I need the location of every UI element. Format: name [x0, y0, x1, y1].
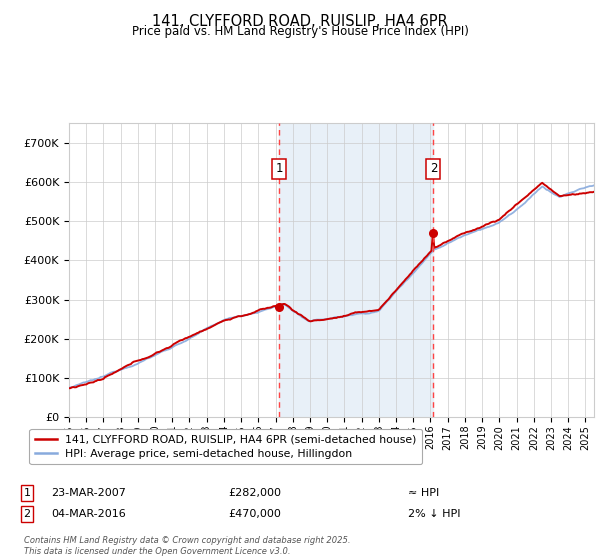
Text: 2: 2	[430, 162, 437, 175]
Text: £282,000: £282,000	[228, 488, 281, 498]
Text: 2: 2	[23, 509, 31, 519]
Bar	[280, 123, 433, 417]
Legend: 141, CLYFFORD ROAD, RUISLIP, HA4 6PR (semi-detached house), HPI: Average price, : 141, CLYFFORD ROAD, RUISLIP, HA4 6PR (se…	[29, 429, 422, 464]
Text: Contains HM Land Registry data © Crown copyright and database right 2025.
This d: Contains HM Land Registry data © Crown c…	[24, 536, 350, 556]
Text: 2% ↓ HPI: 2% ↓ HPI	[408, 509, 461, 519]
Text: ≈ HPI: ≈ HPI	[408, 488, 439, 498]
Text: £470,000: £470,000	[228, 509, 281, 519]
Text: Price paid vs. HM Land Registry's House Price Index (HPI): Price paid vs. HM Land Registry's House …	[131, 25, 469, 38]
Text: 1: 1	[275, 162, 283, 175]
Text: 04-MAR-2016: 04-MAR-2016	[51, 509, 126, 519]
Text: 141, CLYFFORD ROAD, RUISLIP, HA4 6PR: 141, CLYFFORD ROAD, RUISLIP, HA4 6PR	[152, 14, 448, 29]
Text: 1: 1	[23, 488, 31, 498]
Text: 23-MAR-2007: 23-MAR-2007	[51, 488, 126, 498]
